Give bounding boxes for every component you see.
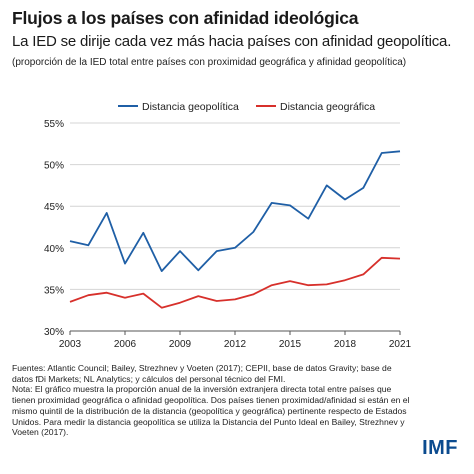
imf-logo: IMF: [422, 437, 458, 459]
chart-subtitle: La IED se dirije cada vez más hacia país…: [12, 33, 452, 50]
chart-footer: Fuentes: Atlantic Council; Bailey, Strez…: [12, 363, 412, 438]
y-tick-label: 55%: [44, 119, 64, 130]
y-tick-label: 50%: [44, 161, 64, 172]
y-tick-label: 40%: [44, 244, 64, 255]
y-tick-label: 30%: [44, 327, 64, 338]
y-tick-label: 35%: [44, 285, 64, 296]
chart-note: (proporción de la IED total entre países…: [12, 57, 407, 68]
x-tick-label: 2006: [114, 339, 137, 350]
series-line-geopolitica: [69, 150, 401, 273]
x-tick-label: 2009: [169, 339, 192, 350]
legend: Distancia geopolítica Distancia geográfic…: [118, 101, 375, 113]
x-tick-label: 2003: [59, 339, 82, 350]
legend-label: Distancia geopolítica: [142, 101, 239, 113]
y-tick-label: 45%: [44, 202, 64, 213]
series-line-geografica: [69, 256, 401, 309]
y-axis-ticks: 30% 35% 40% 45% 50% 55%: [44, 119, 64, 338]
chart-title: Flujos a los países con afinidad ideológ…: [12, 8, 359, 28]
sources-text: Fuentes: Atlantic Council; Bailey, Strez…: [12, 363, 392, 384]
x-axis-ticks: 2003 2006 2009 2012 2015 2018 2021: [59, 331, 412, 350]
footnote-text: Nota: El gráfico muestra la proporción a…: [12, 384, 410, 438]
series-lines: [69, 150, 401, 309]
x-tick-label: 2021: [389, 339, 412, 350]
x-tick-label: 2018: [334, 339, 357, 350]
legend-label: Distancia geográfica: [280, 101, 375, 113]
x-tick-label: 2012: [224, 339, 247, 350]
line-chart: 30%35%40%45%50%55% 2003 2006 2009 2012 2015 2…: [44, 101, 412, 350]
x-tick-label: 2015: [279, 339, 302, 350]
